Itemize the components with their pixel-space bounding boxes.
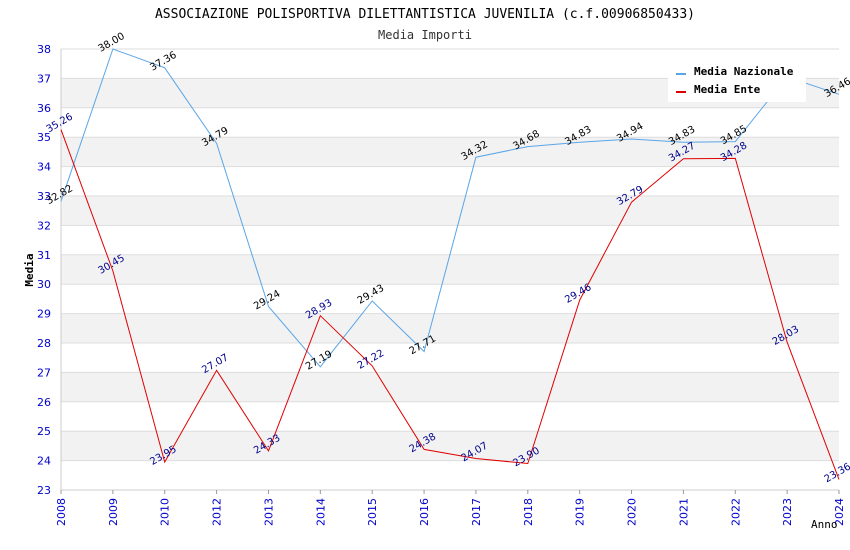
x-tick-label: 2024 (833, 498, 846, 526)
data-label-nazionale: 37.36 (148, 50, 178, 74)
x-tick-label: 2016 (418, 498, 431, 526)
legend-box (668, 60, 806, 102)
y-tick-label: 25 (37, 425, 51, 438)
x-axis-label: Anno (811, 518, 838, 531)
data-label-ente: 23.36 (823, 461, 850, 485)
y-tick-label: 33 (37, 190, 51, 203)
x-tick-label: 2020 (626, 498, 639, 526)
x-tick-label: 2008 (55, 498, 68, 526)
y-tick-label: 38 (37, 43, 51, 56)
y-tick-label: 34 (37, 161, 51, 174)
x-tick-label: 2009 (107, 498, 120, 526)
y-tick-label: 35 (37, 131, 51, 144)
data-label-nazionale: 38.00 (96, 31, 126, 55)
y-tick-label: 29 (37, 308, 51, 321)
legend-label-ente: Media Ente (694, 83, 761, 96)
x-tick-label: 2023 (781, 498, 794, 526)
x-tick-label: 2012 (211, 498, 224, 526)
x-tick-label: 2022 (729, 498, 742, 526)
legend-label-nazionale: Media Nazionale (694, 65, 794, 78)
chart-title: ASSOCIAZIONE POLISPORTIVA DILETTANTISTIC… (155, 7, 695, 22)
grid-band (61, 431, 839, 461)
x-tick-label: 2019 (574, 498, 587, 526)
grid-band (61, 196, 839, 226)
grid-band (61, 372, 839, 402)
x-tick-label: 2017 (470, 498, 483, 526)
data-label-ente: 27.22 (356, 348, 386, 372)
y-tick-label: 23 (37, 484, 51, 497)
x-tick-label: 2014 (314, 498, 327, 526)
y-ticks: 23 24 25 26 27 28 29 30 31 32 33 34 35 36 37 38 (37, 43, 51, 497)
y-tick-label: 37 (37, 72, 51, 85)
axes (60, 49, 839, 491)
grid-band (61, 254, 839, 285)
data-label-ente: 29.46 (563, 282, 593, 306)
series-line-media-nazionale (60, 48, 840, 368)
y-tick-label: 30 (37, 278, 51, 291)
x-tick-label: 2010 (159, 498, 172, 526)
x-ticks: 2008 2009 2010 2012 2013 2014 2015 2016 2017 2018… (55, 490, 846, 526)
series-group (60, 48, 840, 480)
y-tick-label: 26 (37, 396, 51, 409)
x-tick-label: 2015 (366, 498, 379, 526)
grid-band (61, 313, 839, 343)
y-tick-label: 31 (37, 249, 51, 262)
y-axis-label: Media (23, 253, 36, 286)
series-line-media-ente (60, 129, 840, 480)
x-tick-label: 2021 (677, 498, 690, 526)
y-tick-label: 36 (37, 102, 51, 115)
y-tick-label: 24 (37, 455, 51, 468)
legend: Media Nazionale Media Ente (668, 60, 806, 102)
data-label-nazionale: 29.24 (252, 288, 282, 312)
grid-bands (61, 78, 839, 461)
data-label-ente: 35.26 (45, 111, 75, 135)
y-tick-label: 27 (37, 366, 51, 379)
x-tick-label: 2018 (522, 498, 535, 526)
y-tick-label: 32 (37, 219, 51, 232)
y-tick-label: 28 (37, 337, 51, 350)
chart-subtitle: Media Importi (378, 28, 472, 42)
x-tick-label: 2013 (262, 498, 275, 526)
